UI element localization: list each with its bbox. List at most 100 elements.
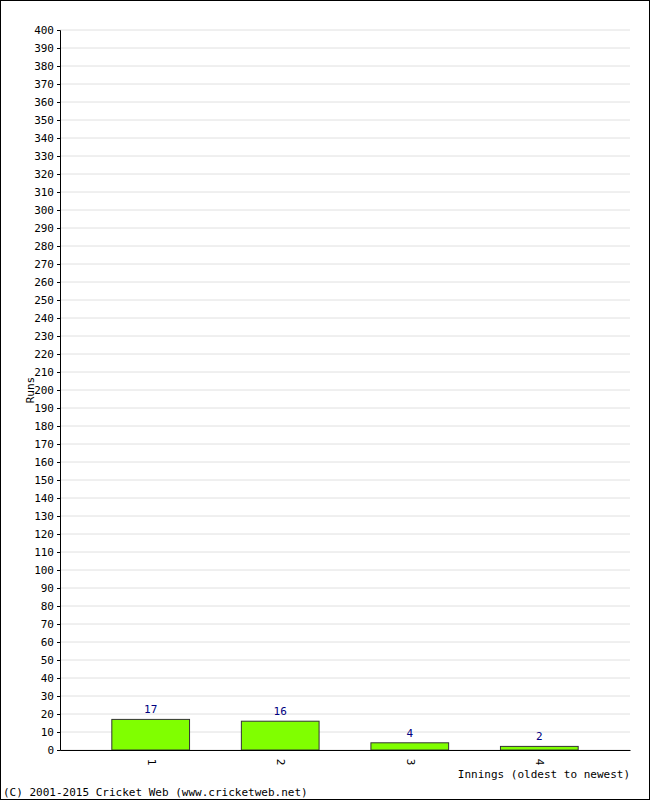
tick-label: 380 (34, 60, 54, 73)
tick-mark (57, 408, 60, 409)
bar (500, 746, 578, 750)
grid-line (60, 516, 630, 517)
tick: 190 (34, 402, 60, 415)
tick: 340 (34, 132, 60, 145)
tick-mark (57, 174, 60, 175)
tick: 210 (34, 366, 60, 379)
grid-line (60, 570, 630, 571)
tick: 360 (34, 96, 60, 109)
tick: 250 (34, 294, 60, 307)
tick-mark (57, 84, 60, 85)
grid-line (60, 264, 630, 265)
tick-label: 160 (34, 456, 54, 469)
tick-mark (57, 372, 60, 373)
tick: 100 (34, 564, 60, 577)
grid (60, 30, 630, 750)
tick: 140 (34, 492, 60, 505)
grid-line (60, 390, 630, 391)
bar (371, 743, 449, 750)
tick: 0 (47, 744, 60, 757)
tick-label: 280 (34, 240, 54, 253)
tick-mark (57, 102, 60, 103)
tick: 50 (41, 654, 60, 667)
tick-label: 1 (145, 759, 158, 766)
grid-line (60, 282, 630, 283)
tick-label: 400 (34, 24, 54, 37)
tick-label: 340 (34, 132, 54, 145)
grid-line (60, 156, 630, 157)
tick: 290 (34, 222, 60, 235)
tick-label: 310 (34, 186, 54, 199)
grid-line (60, 534, 630, 535)
tick-label: 390 (34, 42, 54, 55)
tick-mark (57, 480, 60, 481)
grid-line (60, 480, 630, 481)
tick: 120 (34, 528, 60, 541)
data-label: 2 (536, 730, 543, 743)
tick-label: 220 (34, 348, 54, 361)
tick-label: 210 (34, 366, 54, 379)
grid-line (60, 138, 630, 139)
grid-line (60, 606, 630, 607)
tick-label: 4 (533, 759, 546, 766)
grid-line (60, 696, 630, 697)
grid-line (60, 246, 630, 247)
tick-mark (57, 120, 60, 121)
tick: 60 (41, 636, 60, 649)
tick-mark (57, 48, 60, 49)
grid-line (60, 228, 630, 229)
tick-mark (57, 336, 60, 337)
tick-mark (57, 30, 60, 31)
tick: 150 (34, 474, 60, 487)
tick-label: 240 (34, 312, 54, 325)
x-axis-title: Innings (oldest to newest) (458, 768, 630, 781)
x-axis: 1234 (61, 750, 631, 766)
tick: 130 (34, 510, 60, 523)
tick-label: 30 (41, 690, 54, 703)
tick: 110 (34, 546, 60, 559)
tick-mark (57, 66, 60, 67)
grid-line (60, 354, 630, 355)
tick-label: 80 (41, 600, 54, 613)
tick: 1 (145, 750, 158, 765)
tick-label: 170 (34, 438, 54, 451)
tick-mark (57, 138, 60, 139)
tick: 400 (34, 24, 60, 37)
tick-label: 110 (34, 546, 54, 559)
grid-line (60, 372, 630, 373)
tick: 380 (34, 60, 60, 73)
tick-mark (57, 444, 60, 445)
tick-mark (57, 390, 60, 391)
tick-label: 350 (34, 114, 54, 127)
tick-mark (57, 498, 60, 499)
tick-mark (57, 750, 60, 751)
tick-mark (57, 354, 60, 355)
tick-label: 320 (34, 168, 54, 181)
tick-mark (57, 462, 60, 463)
axis-line (61, 750, 631, 751)
tick-label: 200 (34, 384, 54, 397)
tick-label: 260 (34, 276, 54, 289)
tick-label: 130 (34, 510, 54, 523)
data-label: 17 (144, 703, 157, 716)
tick-label: 360 (34, 96, 54, 109)
tick-label: 140 (34, 492, 54, 505)
tick-mark (57, 606, 60, 607)
tick-label: 2 (274, 759, 287, 766)
tick-label: 230 (34, 330, 54, 343)
grid-line (60, 120, 630, 121)
tick-label: 40 (41, 672, 54, 685)
tick: 230 (34, 330, 60, 343)
tick-mark (57, 318, 60, 319)
tick: 260 (34, 276, 60, 289)
grid-line (60, 66, 630, 67)
grid-line (60, 498, 630, 499)
tick: 220 (34, 348, 60, 361)
tick-mark (57, 192, 60, 193)
plot: 1716420102030405060708090100110120130140… (34, 24, 630, 766)
frame (1, 1, 650, 800)
tick: 310 (34, 186, 60, 199)
grid-line (60, 588, 630, 589)
grid-line (60, 336, 630, 337)
tick-mark (57, 570, 60, 571)
